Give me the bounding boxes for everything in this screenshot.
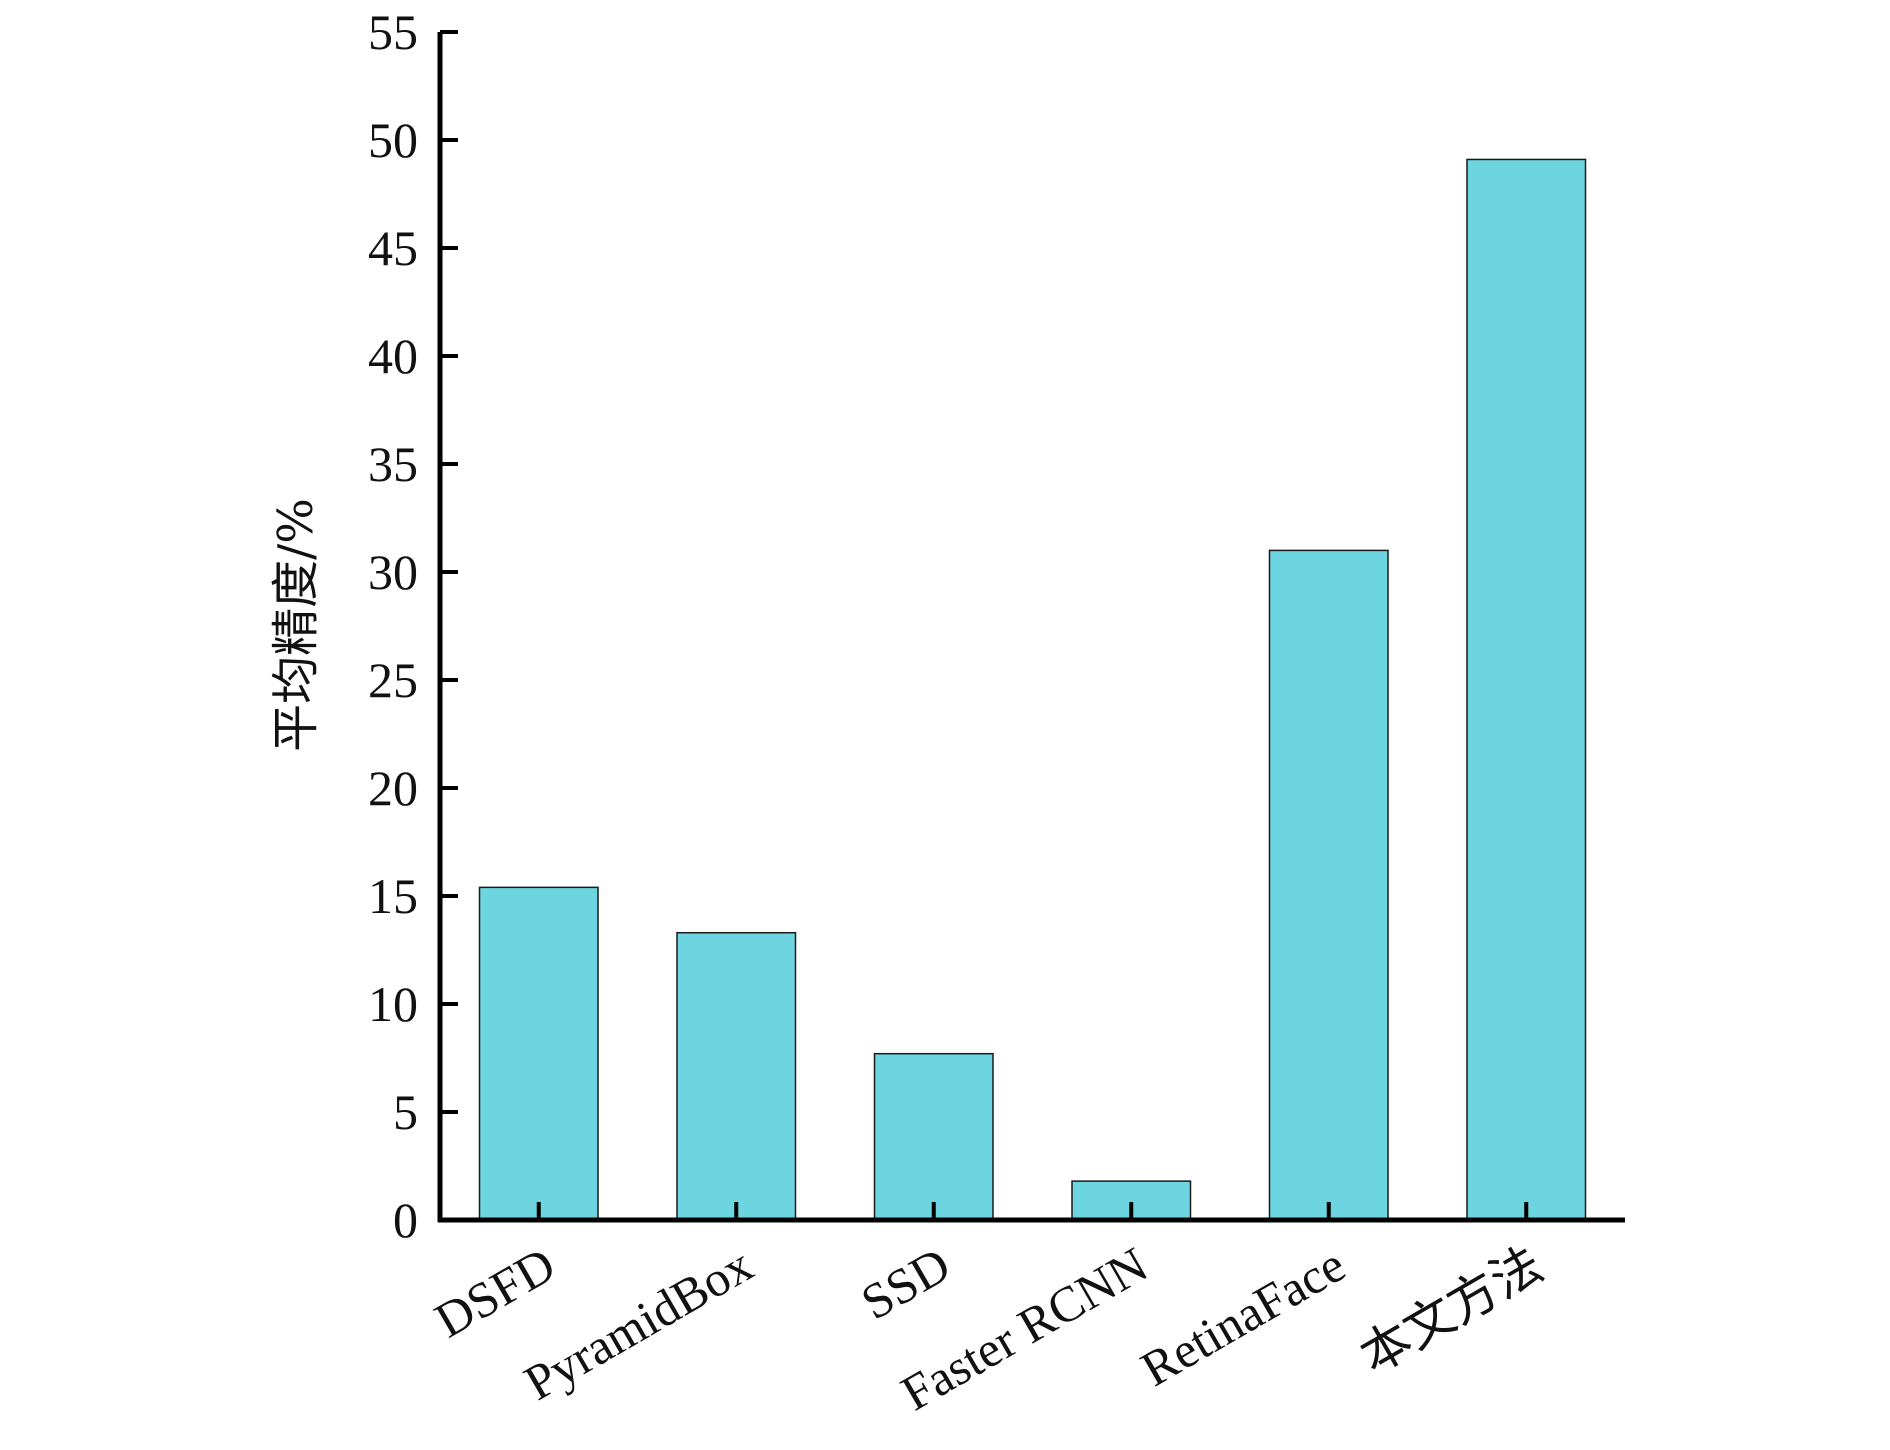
x-tick-label: 本文方法: [1351, 1236, 1552, 1384]
y-tick-label: 50: [368, 112, 418, 168]
y-tick-label: 45: [368, 220, 418, 276]
y-tick-label: 10: [368, 976, 418, 1032]
y-tick-label: 55: [368, 4, 418, 60]
y-ticks-group: 0 5 10 15 20 25 30 35 40 45 50 55: [368, 4, 458, 1248]
bar-5: [1466, 158, 1587, 1221]
bar-2: [873, 1052, 994, 1221]
axes-group: [437, 32, 1625, 1223]
bars-group: [478, 158, 1587, 1221]
x-tick-label: RetinaFace: [1131, 1236, 1354, 1397]
x-tick-label: DSFD: [426, 1236, 565, 1348]
bar-0: [478, 886, 599, 1221]
y-tick-label: 40: [368, 328, 418, 384]
y-tick-label: 30: [368, 544, 418, 600]
bar-1: [676, 931, 797, 1221]
x-tick-label: SSD: [852, 1236, 959, 1330]
y-tick-label: 25: [368, 652, 418, 708]
y-axis-label: 平均精度/%: [268, 498, 324, 752]
y-tick-label: 35: [368, 436, 418, 492]
bar-4: [1268, 549, 1389, 1221]
y-tick-label: 0: [393, 1192, 418, 1248]
y-tick-label: 5: [393, 1084, 418, 1140]
y-tick-label: 20: [368, 760, 418, 816]
y-tick-label: 15: [368, 868, 418, 924]
x-tick-label: PyramidBox: [515, 1236, 762, 1411]
